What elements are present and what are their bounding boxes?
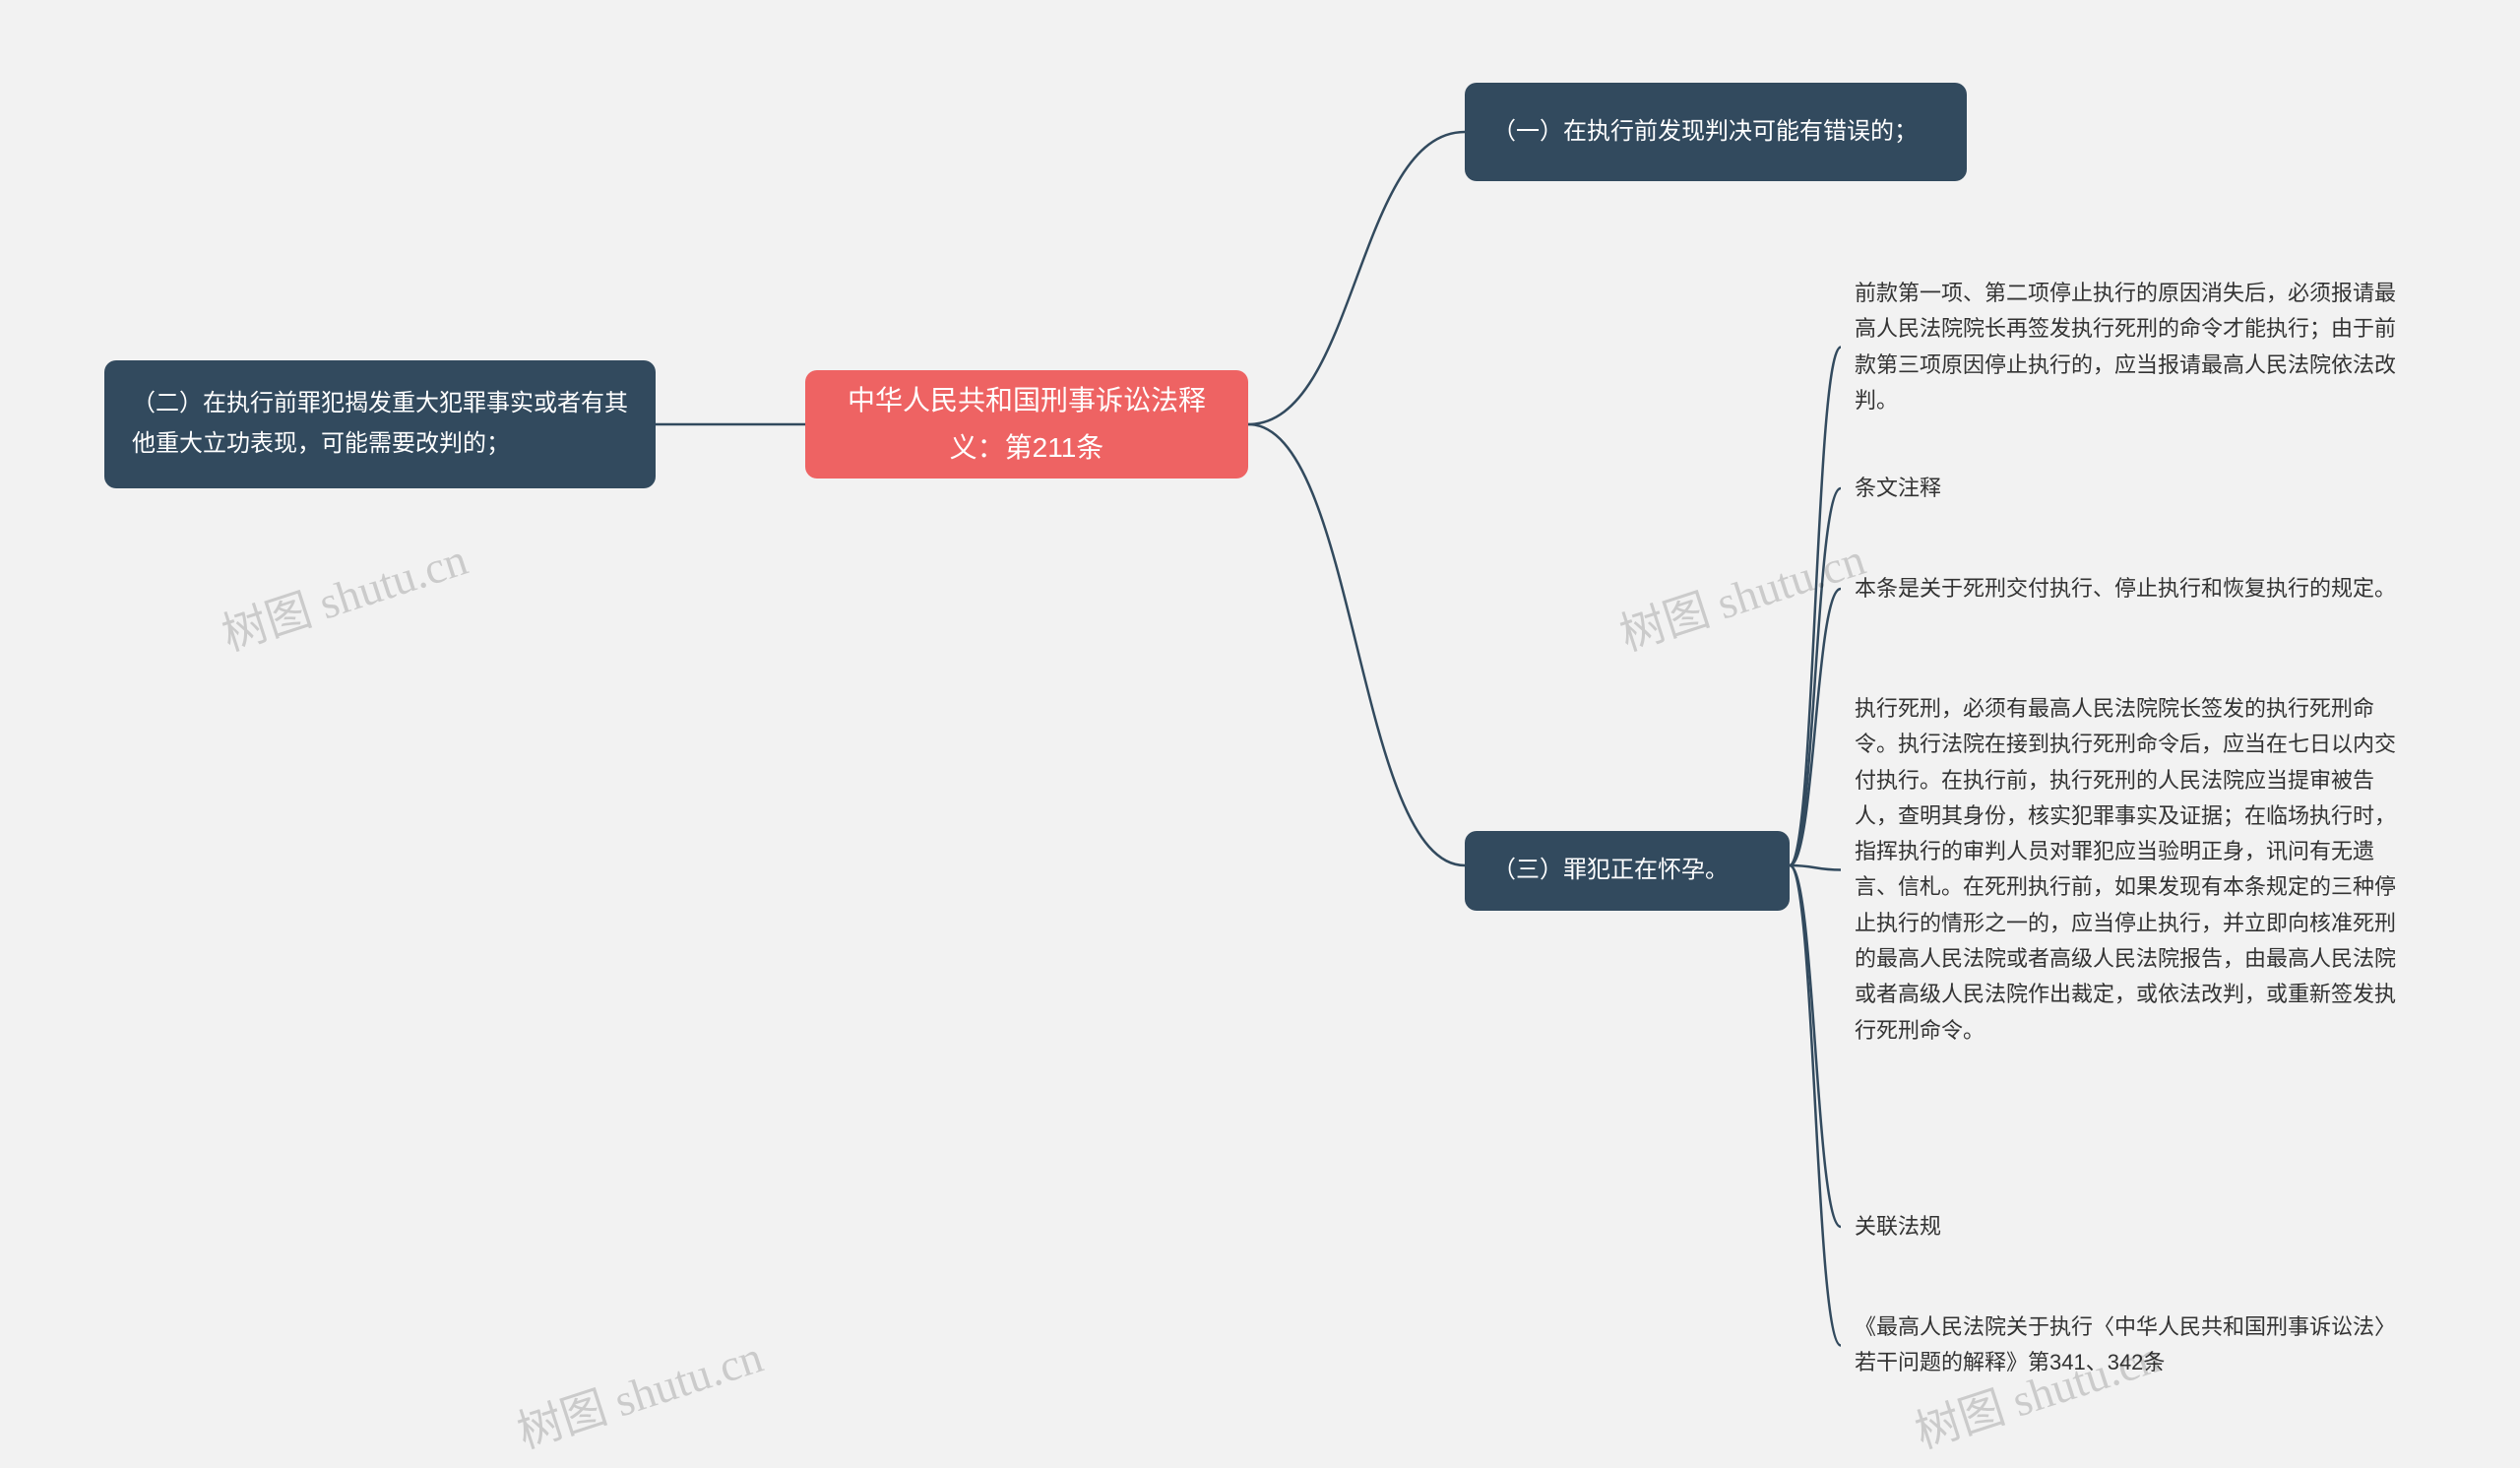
branch-node[interactable]: （一）在执行前发现判决可能有错误的； xyxy=(1465,83,1967,181)
leaf-text: 执行死刑，必须有最高人民法院院长签发的执行死刑命令。执行法院在接到执行死刑命令后… xyxy=(1855,691,2416,1049)
watermark: 树图 shutu.cn xyxy=(1610,524,1872,665)
branch-node[interactable]: （三）罪犯正在怀孕。 xyxy=(1465,831,1790,911)
leaf-text: 前款第一项、第二项停止执行的原因消失后，必须报请最高人民法院院长再签发执行死刑的… xyxy=(1855,276,2416,418)
leaf-text: 本条是关于死刑交付执行、停止执行和恢复执行的规定。 xyxy=(1855,571,2416,606)
watermark: 树图 shutu.cn xyxy=(508,1321,770,1462)
branch-node[interactable]: （二）在执行前罪犯揭发重大犯罪事实或者有其他重大立功表现，可能需要改判的； xyxy=(104,360,656,488)
watermark: 树图 shutu.cn xyxy=(213,524,474,665)
root-node[interactable]: 中华人民共和国刑事诉讼法释义：第211条 xyxy=(805,370,1248,479)
branch-label: （一）在执行前发现判决可能有错误的； xyxy=(1492,112,1918,153)
branch-label: （三）罪犯正在怀孕。 xyxy=(1492,851,1729,891)
leaf-text: 条文注释 xyxy=(1855,471,2416,506)
root-label: 中华人民共和国刑事诉讼法释义：第211条 xyxy=(833,377,1221,471)
mindmap-canvas: 中华人民共和国刑事诉讼法释义：第211条 （一）在执行前发现判决可能有错误的； （… xyxy=(0,0,2520,1468)
leaf-text: 《最高人民法院关于执行〈中华人民共和国刑事诉讼法〉若干问题的解释》第341、34… xyxy=(1855,1309,2416,1381)
branch-label: （二）在执行前罪犯揭发重大犯罪事实或者有其他重大立功表现，可能需要改判的； xyxy=(132,384,628,465)
leaf-text: 关联法规 xyxy=(1855,1209,2416,1245)
